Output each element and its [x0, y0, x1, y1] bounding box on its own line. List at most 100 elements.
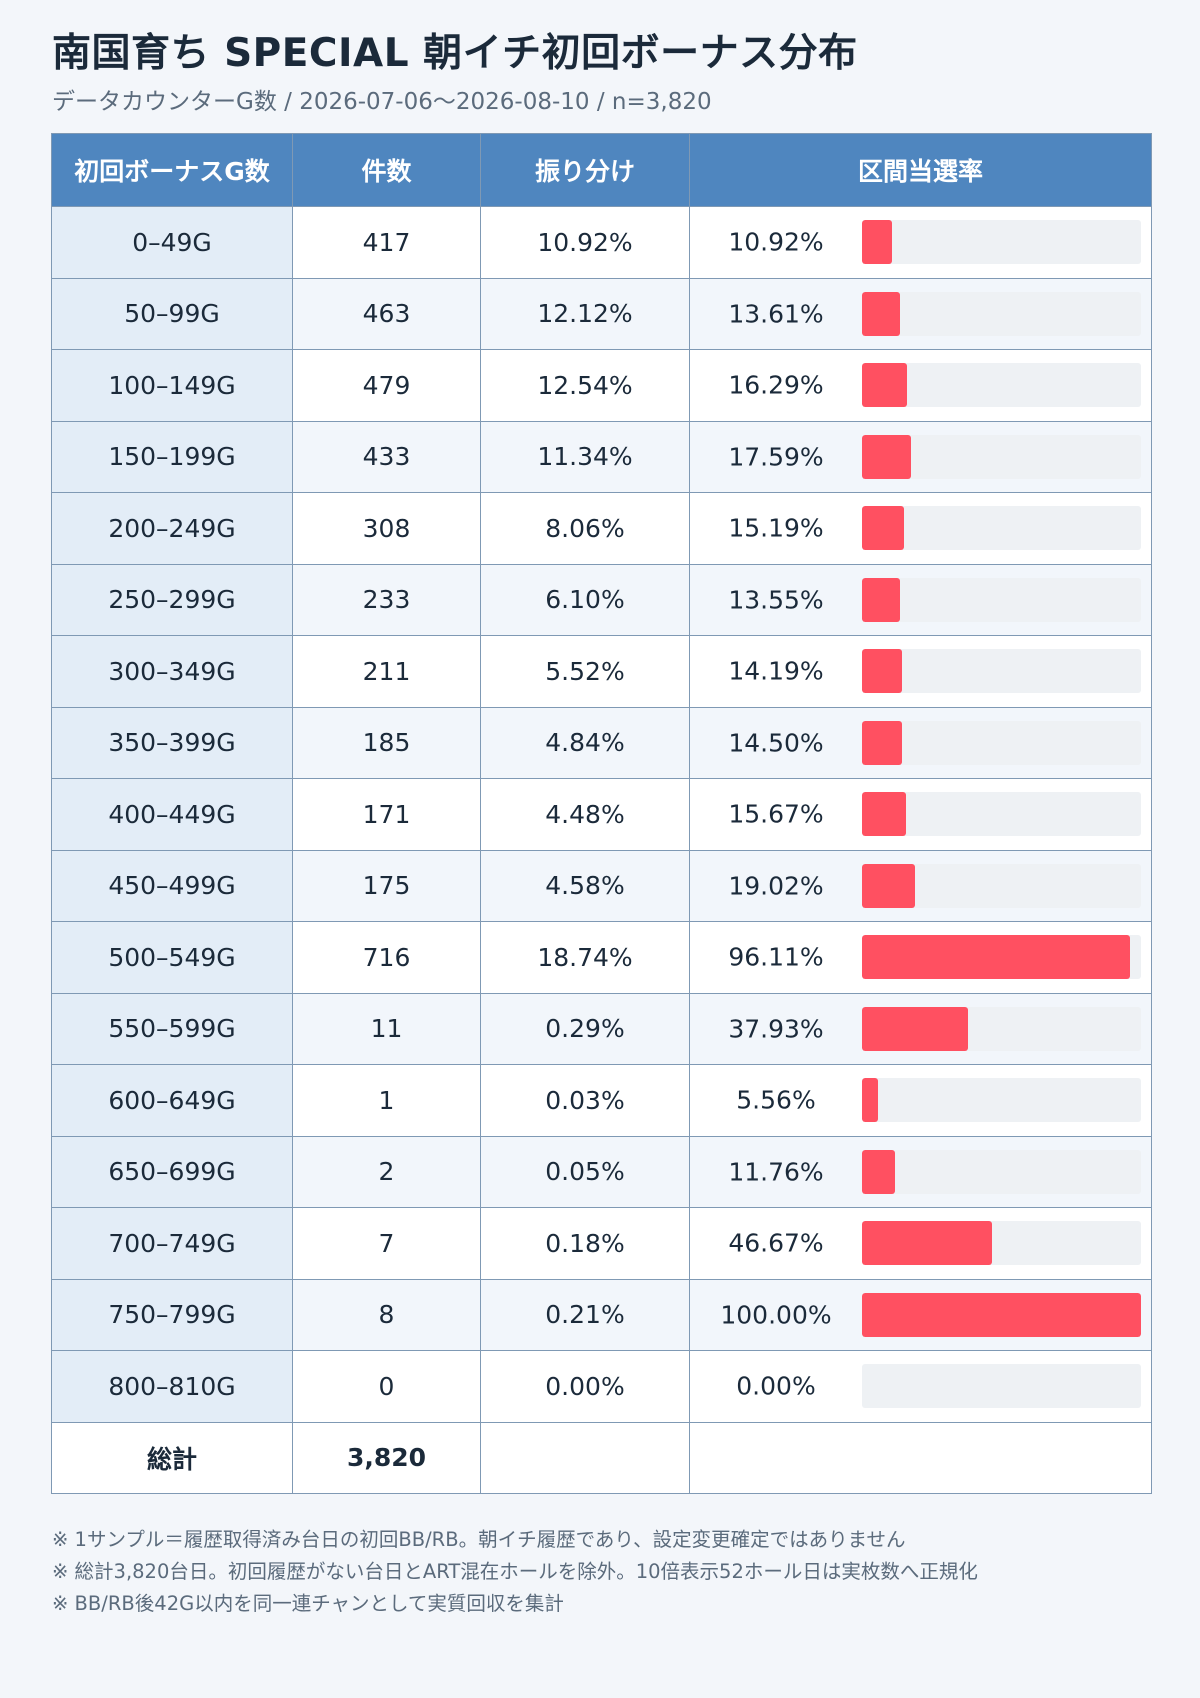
- table-row: 300–349G 211 5.52% 14.19%: [51, 635, 1152, 708]
- share-cell: 0.00%: [480, 1350, 690, 1423]
- rate-bar-track: [862, 935, 1141, 980]
- footnote: ※ 総計3,820台日。初回履歴がない台日とART混在ホールを除外。10倍表示5…: [52, 1560, 978, 1583]
- total-count: 3,820: [292, 1421, 481, 1494]
- rate-cell: 13.61%: [689, 277, 1152, 350]
- rate-label: 14.19%: [728, 656, 824, 686]
- rate-bar: [862, 1006, 968, 1051]
- range-cell: 700–749G: [51, 1207, 293, 1280]
- rate-label: 100.00%: [720, 1300, 832, 1330]
- share-cell: 4.48%: [480, 778, 690, 851]
- rate-label: 17.59%: [728, 442, 824, 472]
- rate-bar-track: [862, 720, 1141, 765]
- share-cell: 10.92%: [480, 206, 690, 279]
- count-cell: 0: [292, 1350, 481, 1423]
- rate-cell: 5.56%: [689, 1064, 1152, 1137]
- share-cell: 0.03%: [480, 1064, 690, 1137]
- rate-cell: 46.67%: [689, 1207, 1152, 1280]
- share-cell: 4.58%: [480, 849, 690, 922]
- rate-bar: [862, 291, 900, 336]
- count-cell: 433: [292, 420, 481, 493]
- rate-label: 15.67%: [728, 799, 824, 829]
- range-cell: 750–799G: [51, 1278, 293, 1351]
- rate-label: 5.56%: [736, 1085, 816, 1115]
- rate-cell: 17.59%: [689, 420, 1152, 493]
- share-cell: 0.29%: [480, 992, 690, 1065]
- count-cell: 2: [292, 1135, 481, 1208]
- rate-cell: 0.00%: [689, 1350, 1152, 1423]
- total-row: 総計 3,820: [51, 1421, 1152, 1494]
- range-cell: 150–199G: [51, 420, 293, 493]
- rate-cell: 15.19%: [689, 492, 1152, 565]
- rate-label: 37.93%: [728, 1014, 824, 1044]
- rate-bar-track: [862, 1364, 1141, 1409]
- table-row: 350–399G 185 4.84% 14.50%: [51, 706, 1152, 779]
- share-cell: 12.12%: [480, 277, 690, 350]
- share-cell: 11.34%: [480, 420, 690, 493]
- rate-cell: 100.00%: [689, 1278, 1152, 1351]
- rate-cell: 96.11%: [689, 921, 1152, 994]
- count-cell: 7: [292, 1207, 481, 1280]
- count-cell: 417: [292, 206, 481, 279]
- rate-bar: [862, 1078, 878, 1123]
- rate-bar: [862, 577, 900, 622]
- table-body: 0–49G 417 10.92% 10.92% 50–99G 463 12.12% 13.61…: [51, 206, 1152, 1423]
- table-row: 500–549G 716 18.74% 96.11%: [51, 921, 1152, 994]
- range-cell: 0–49G: [51, 206, 293, 279]
- rate-bar: [862, 1149, 895, 1194]
- total-empty-share: [480, 1421, 690, 1494]
- rate-bar-track: [862, 506, 1141, 551]
- rate-bar: [862, 792, 906, 837]
- table-row: 250–299G 233 6.10% 13.55%: [51, 563, 1152, 636]
- header-share: 振り分け: [480, 133, 690, 207]
- table-row: 550–599G 11 0.29% 37.93%: [51, 992, 1152, 1065]
- rate-bar-track: [862, 863, 1141, 908]
- range-cell: 50–99G: [51, 277, 293, 350]
- table-header-row: 初回ボーナスG数 件数 振り分け 区間当選率: [51, 133, 1152, 207]
- total-label: 総計: [51, 1421, 293, 1494]
- rate-bar: [862, 1221, 993, 1266]
- rate-bar-track: [862, 1221, 1141, 1266]
- range-cell: 550–599G: [51, 992, 293, 1065]
- rate-bar: [862, 506, 905, 551]
- range-cell: 800–810G: [51, 1350, 293, 1423]
- rate-bar: [862, 649, 902, 694]
- table-row: 400–449G 171 4.48% 15.67%: [51, 778, 1152, 851]
- rate-label: 16.29%: [728, 370, 824, 400]
- range-cell: 350–399G: [51, 706, 293, 779]
- share-cell: 0.05%: [480, 1135, 690, 1208]
- rate-cell: 37.93%: [689, 992, 1152, 1065]
- count-cell: 1: [292, 1064, 481, 1137]
- share-cell: 5.52%: [480, 635, 690, 708]
- table-row: 50–99G 463 12.12% 13.61%: [51, 277, 1152, 350]
- rate-bar-track: [862, 220, 1141, 265]
- table-row: 150–199G 433 11.34% 17.59%: [51, 420, 1152, 493]
- table-row: 650–699G 2 0.05% 11.76%: [51, 1135, 1152, 1208]
- count-cell: 463: [292, 277, 481, 350]
- rate-bar-track: [862, 1078, 1141, 1123]
- rate-cell: 11.76%: [689, 1135, 1152, 1208]
- rate-cell: 10.92%: [689, 206, 1152, 279]
- count-cell: 185: [292, 706, 481, 779]
- header-count: 件数: [292, 133, 481, 207]
- range-cell: 100–149G: [51, 349, 293, 422]
- footnote: ※ BB/RB後42G以内を同一連チャンとして実質回収を集計: [52, 1592, 564, 1615]
- rate-label: 10.92%: [728, 227, 824, 257]
- rate-label: 11.76%: [728, 1157, 824, 1187]
- rate-cell: 16.29%: [689, 349, 1152, 422]
- table-row: 750–799G 8 0.21% 100.00%: [51, 1278, 1152, 1351]
- table-row: 700–749G 7 0.18% 46.67%: [51, 1207, 1152, 1280]
- count-cell: 479: [292, 349, 481, 422]
- header-range: 初回ボーナスG数: [51, 133, 293, 207]
- table-row: 200–249G 308 8.06% 15.19%: [51, 492, 1152, 565]
- rate-bar-track: [862, 1006, 1141, 1051]
- rate-bar-track: [862, 291, 1141, 336]
- rate-cell: 15.67%: [689, 778, 1152, 851]
- footnote: ※ 1サンプル＝履歴取得済み台日の初回BB/RB。朝イチ履歴であり、設定変更確定…: [52, 1528, 906, 1551]
- rate-bar-track: [862, 792, 1141, 837]
- rate-cell: 19.02%: [689, 849, 1152, 922]
- share-cell: 8.06%: [480, 492, 690, 565]
- rate-label: 0.00%: [736, 1371, 816, 1401]
- share-cell: 0.18%: [480, 1207, 690, 1280]
- rate-bar-track: [862, 1292, 1141, 1337]
- rate-label: 46.67%: [728, 1228, 824, 1258]
